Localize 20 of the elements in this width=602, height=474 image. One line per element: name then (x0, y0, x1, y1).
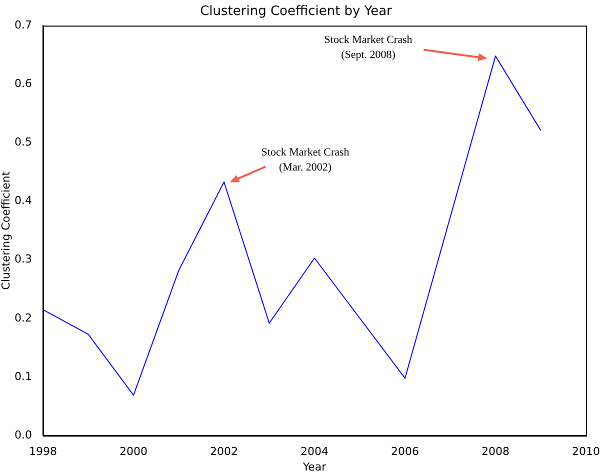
x-axis-title: Year (302, 460, 327, 474)
y-tick-label: 0.7 (14, 18, 32, 32)
x-tick-label: 2006 (391, 445, 419, 458)
y-tick-label: 0.0 (14, 428, 32, 442)
x-tick-label: 2010 (572, 445, 600, 458)
y-tick-label: 0.1 (14, 370, 32, 383)
x-tick-label: 2004 (300, 445, 328, 458)
y-axis-title: Clustering Coefficient (0, 170, 12, 290)
annotation: Stock Market Crash (Mar. 2002) (261, 146, 350, 174)
y-tick-label: 0.4 (14, 194, 32, 208)
chart-title: Clustering Coefficient by Year (200, 4, 393, 20)
x-tick-label: 2002 (210, 445, 238, 458)
y-tick-label: 0.6 (14, 77, 32, 90)
y-tick-label: 0.2 (14, 311, 32, 324)
y-tick-label: 0.5 (14, 136, 32, 149)
x-tick-label: 2008 (482, 445, 510, 458)
annotation: Stock Market Crash (Sept. 2008) (324, 34, 413, 62)
x-tick-label: 1998 (29, 445, 57, 458)
x-tick-label: 2000 (120, 445, 148, 458)
y-tick-label: 0.3 (14, 252, 32, 266)
